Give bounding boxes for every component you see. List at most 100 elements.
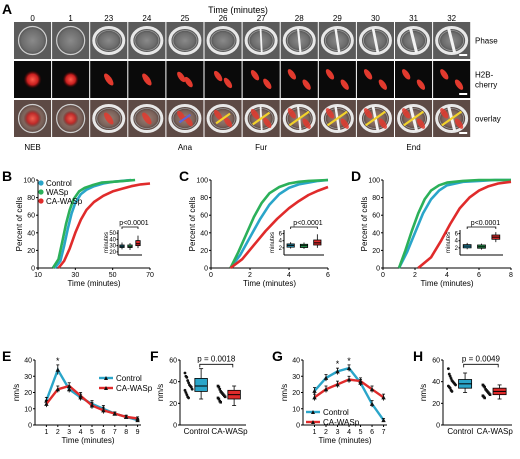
inset-y-tick-label: 2 <box>455 246 459 252</box>
y-tick-label: 40 <box>24 358 32 365</box>
panel-letter-f: F <box>150 348 159 364</box>
chromatid-set <box>263 78 272 89</box>
cell-ring <box>244 26 278 55</box>
data-point <box>454 383 457 387</box>
legend-label: Control <box>46 179 72 188</box>
timepoint-label: 32 <box>447 14 456 23</box>
x-tick-label: 5 <box>359 429 363 436</box>
micrograph-tile <box>356 100 394 137</box>
chromatid-set <box>363 69 373 80</box>
timepoint-label: 27 <box>257 14 266 23</box>
data-point <box>89 403 95 408</box>
y-tick-label: 10 <box>24 406 32 413</box>
legend-label: CA-WASp <box>323 418 360 427</box>
y-tick-label: 0 <box>296 423 300 430</box>
panel-letter-d: D <box>351 168 361 184</box>
significance-bracket <box>463 363 499 368</box>
data-point <box>66 383 72 388</box>
chromatid-set <box>454 79 464 90</box>
x-axis-label: Time (minutes) <box>243 279 296 288</box>
chromatid-set <box>302 118 311 129</box>
data-point <box>483 396 486 400</box>
chromatin <box>62 71 79 88</box>
timepoint-label: 26 <box>219 14 228 23</box>
data-point <box>55 387 60 392</box>
micrograph-tile <box>395 61 433 98</box>
y-tick-label: 20 <box>27 248 35 255</box>
category-label: Control <box>184 427 210 436</box>
x-axis-label: Time (minutes) <box>61 436 114 445</box>
box <box>194 378 208 392</box>
x-tick-label: 6 <box>101 429 105 436</box>
x-tick-label: 3 <box>67 429 71 436</box>
x-tick-label: 4 <box>79 429 83 436</box>
micrograph-tile <box>90 22 128 59</box>
data-point <box>135 416 140 421</box>
series-line <box>229 178 329 269</box>
chromatid-set <box>440 108 449 119</box>
data-point <box>381 395 386 400</box>
stage-label: End <box>406 143 420 152</box>
cell-body <box>210 30 236 51</box>
cell-ring <box>282 26 316 55</box>
data-point <box>123 414 129 419</box>
micrograph-tile <box>166 22 204 59</box>
y-tick-label: 20 <box>372 248 380 255</box>
micrograph-tile <box>433 100 471 137</box>
significance-star: * <box>56 356 60 366</box>
x-tick-label: 50 <box>109 272 117 279</box>
chromatid-set <box>378 79 387 90</box>
panel-f-chart: F 0 20 40 60 nm/s Control CA-WASp p = 0.0018 <box>150 348 248 436</box>
data-point <box>335 369 340 374</box>
y-tick-label: 10 <box>292 406 300 413</box>
chromatid-set <box>250 70 260 81</box>
spindle-axis-marker <box>252 111 271 126</box>
series-line <box>229 185 329 270</box>
panel-letter-e: E <box>2 348 11 364</box>
y-axis-label: nm/s <box>280 384 289 401</box>
x-tick-label: 2 <box>324 429 328 436</box>
scale-bar <box>459 93 468 95</box>
cell-ring <box>397 104 431 133</box>
inset-y-tick-label: 20 <box>109 250 116 256</box>
chromatid-set <box>184 76 193 88</box>
micrograph-tile <box>128 61 166 98</box>
inset-box <box>127 244 133 248</box>
chromatid-set <box>223 116 233 128</box>
inset-y-tick-label: 4 <box>455 239 459 245</box>
cell-ring <box>358 104 392 133</box>
micrograph-tile <box>242 22 280 59</box>
spindle-axis-marker <box>364 110 386 127</box>
panel-letter-a: A <box>2 1 12 17</box>
y-tick-label: 40 <box>292 358 300 365</box>
data-point <box>448 386 452 390</box>
spindle-axis-marker <box>326 110 348 127</box>
legend-label: Control <box>323 408 349 417</box>
chromatid-set <box>363 108 373 119</box>
data-point <box>189 385 193 389</box>
x-tick-label: 0 <box>209 272 213 279</box>
micrograph-tile <box>90 100 128 137</box>
tile-background <box>395 61 433 98</box>
data-point <box>184 391 188 394</box>
inset-significance-bracket <box>290 226 318 229</box>
chromatid-set <box>213 70 223 82</box>
micrograph-tile <box>356 61 394 98</box>
data-point <box>185 393 189 397</box>
category-label: CA-WASp <box>211 427 248 436</box>
row-labels: Phase H2B-cherry overlay <box>475 37 501 124</box>
stage-label: Fur <box>255 143 267 152</box>
timepoint-label: 29 <box>333 14 342 23</box>
micrograph-tile <box>52 100 90 137</box>
legend-label: WASp <box>46 188 69 197</box>
pvalue: p = 0.0018 <box>197 354 236 363</box>
metaphase-plate <box>104 73 114 86</box>
micrograph-tile <box>433 22 471 59</box>
pvalue: p = 0.0049 <box>462 354 501 363</box>
micrograph-tile <box>14 22 52 59</box>
inset-pvalue: p<0.0001 <box>471 220 500 227</box>
chromatid-set <box>325 108 335 119</box>
micrograph-tile <box>52 61 90 98</box>
micrograph-tile <box>280 22 318 59</box>
